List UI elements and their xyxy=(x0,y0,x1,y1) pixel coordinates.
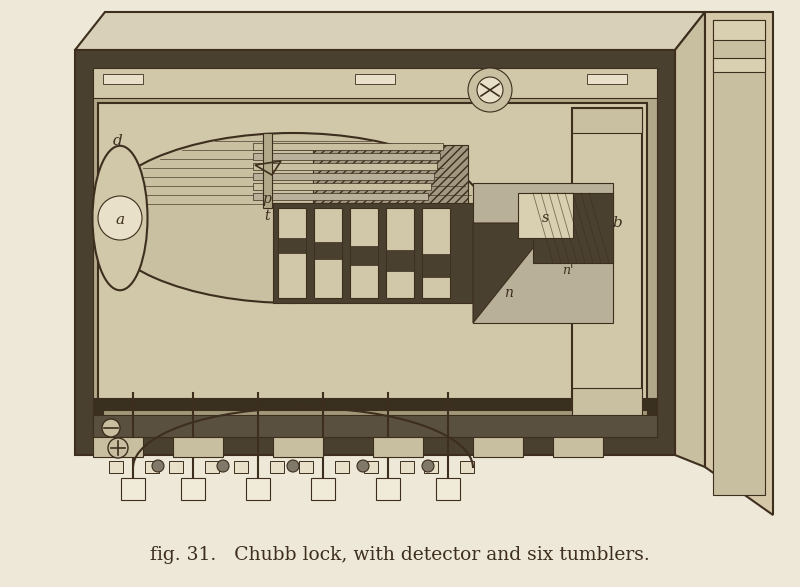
Bar xyxy=(313,145,468,235)
Polygon shape xyxy=(473,223,553,323)
Bar xyxy=(205,461,219,473)
Bar xyxy=(460,461,474,473)
Circle shape xyxy=(477,77,503,103)
Bar xyxy=(587,74,627,84)
Bar xyxy=(386,208,414,298)
Text: d: d xyxy=(113,134,123,148)
Bar xyxy=(253,183,431,190)
Bar xyxy=(572,388,642,418)
Bar xyxy=(473,183,613,323)
Bar xyxy=(713,20,765,495)
Bar xyxy=(376,478,400,500)
Bar xyxy=(109,461,123,473)
Bar xyxy=(93,437,143,457)
Circle shape xyxy=(102,419,120,437)
Polygon shape xyxy=(533,193,613,263)
Bar xyxy=(436,478,460,500)
Bar xyxy=(121,478,145,500)
Text: p: p xyxy=(262,192,271,206)
Bar xyxy=(350,208,378,298)
Bar xyxy=(572,108,642,413)
Bar xyxy=(253,143,443,150)
Bar xyxy=(278,238,306,253)
Bar xyxy=(335,461,349,473)
Circle shape xyxy=(287,460,299,472)
Bar xyxy=(253,163,437,170)
Bar xyxy=(253,173,434,180)
Bar xyxy=(169,461,183,473)
Polygon shape xyxy=(75,12,705,50)
Circle shape xyxy=(422,460,434,472)
Bar xyxy=(386,250,414,271)
Text: n': n' xyxy=(562,265,574,278)
Bar xyxy=(93,415,657,437)
Bar xyxy=(311,478,335,500)
Bar xyxy=(400,461,414,473)
Ellipse shape xyxy=(93,146,147,290)
Bar xyxy=(93,398,657,437)
Text: fig. 31.   Chubb lock, with detector and six tumblers.: fig. 31. Chubb lock, with detector and s… xyxy=(150,546,650,564)
Bar xyxy=(253,153,440,160)
Bar xyxy=(103,410,647,425)
Bar xyxy=(518,193,573,238)
Bar xyxy=(273,203,473,303)
Bar xyxy=(278,208,306,298)
Bar xyxy=(373,437,423,457)
Text: a: a xyxy=(115,213,125,227)
Text: b: b xyxy=(612,216,622,230)
Bar xyxy=(473,437,523,457)
Bar xyxy=(103,74,143,84)
Text: s: s xyxy=(542,211,549,225)
Circle shape xyxy=(108,438,128,458)
Bar xyxy=(314,242,342,259)
Circle shape xyxy=(357,460,369,472)
Circle shape xyxy=(468,68,512,112)
Bar xyxy=(75,50,675,455)
Bar xyxy=(93,68,657,98)
Bar xyxy=(263,133,272,208)
Bar xyxy=(314,208,342,298)
Bar xyxy=(98,103,647,418)
Bar xyxy=(181,478,205,500)
Text: t: t xyxy=(264,209,270,223)
Bar xyxy=(713,20,765,40)
Bar xyxy=(355,74,395,84)
Polygon shape xyxy=(675,12,705,467)
Bar xyxy=(253,193,428,200)
Bar xyxy=(350,246,378,265)
Polygon shape xyxy=(705,12,773,515)
Circle shape xyxy=(98,196,142,240)
Bar xyxy=(173,437,223,457)
Bar xyxy=(424,461,438,473)
Bar xyxy=(270,461,284,473)
Bar xyxy=(422,208,450,298)
Bar xyxy=(553,437,603,457)
Bar xyxy=(572,108,642,133)
Bar xyxy=(145,461,159,473)
Ellipse shape xyxy=(98,133,488,303)
Bar xyxy=(299,461,313,473)
Bar xyxy=(93,68,657,437)
Bar xyxy=(246,478,270,500)
Bar xyxy=(234,461,248,473)
Bar xyxy=(273,437,323,457)
Circle shape xyxy=(217,460,229,472)
Text: n: n xyxy=(503,286,513,300)
Bar xyxy=(364,461,378,473)
Bar xyxy=(713,58,765,72)
Circle shape xyxy=(152,460,164,472)
Bar xyxy=(422,254,450,277)
